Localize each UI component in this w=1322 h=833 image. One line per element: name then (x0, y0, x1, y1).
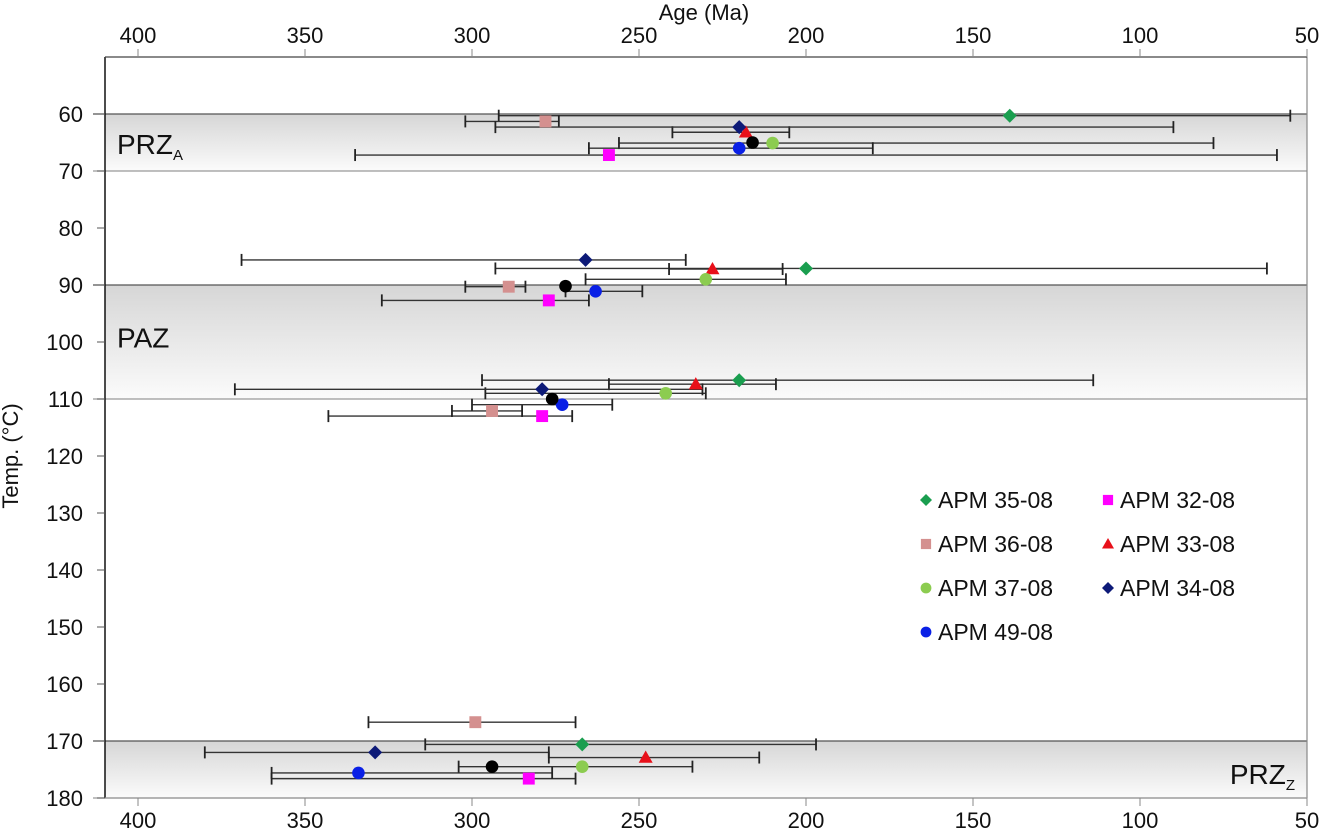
data-point (705, 262, 720, 275)
y-tick-label: 90 (59, 273, 83, 298)
x-tick-label-bottom: 150 (955, 808, 992, 833)
x-tick-label-bottom: 100 (1122, 808, 1159, 833)
data-point (575, 760, 589, 773)
data-point (575, 737, 590, 752)
x-tick-label-top: 50 (1295, 23, 1319, 48)
x-tick-label-top: 250 (621, 23, 658, 48)
zone-label-subscript: A (173, 147, 183, 164)
data-point (485, 760, 499, 773)
error-bars-layer (203, 109, 1292, 785)
x-tick-label-bottom: 200 (788, 808, 825, 833)
y-tick-label: 100 (46, 330, 83, 355)
data-point (502, 280, 515, 293)
data-point (469, 716, 482, 729)
data-point (589, 284, 602, 298)
y-tick-label: 150 (46, 615, 83, 640)
data-points-layer (352, 108, 1017, 785)
legend-marker (920, 626, 932, 638)
data-point (352, 766, 365, 780)
data-point (536, 410, 549, 423)
y-axis-title: Temp. (°C) (0, 403, 23, 508)
x-tick-label-top: 400 (120, 23, 157, 48)
data-point (535, 382, 550, 397)
data-point (732, 373, 747, 388)
data-point (659, 387, 673, 400)
x-tick-label-bottom: 300 (454, 808, 491, 833)
y-tick-label: 60 (59, 102, 83, 127)
y-tick-label: 160 (46, 672, 83, 697)
zone-band (105, 285, 1307, 399)
legend-marker (1102, 582, 1114, 594)
data-point (1002, 108, 1017, 123)
data-point (555, 398, 569, 412)
y-tick-label: 110 (48, 387, 83, 412)
data-point (578, 252, 593, 267)
legend-marker (1102, 494, 1114, 506)
data-point (738, 125, 753, 138)
x-tick-label-top: 300 (454, 23, 491, 48)
legend-marker (1102, 538, 1114, 549)
y-tick-label: 180 (46, 786, 83, 811)
legend-marker (920, 582, 932, 594)
legend-label: APM 34-08 (1120, 575, 1235, 601)
x-tick-label-bottom: 350 (287, 808, 324, 833)
legend-marker (920, 538, 932, 550)
zone-label-subscript: Z (1286, 777, 1295, 794)
zones-layer: PRZA PAZ PRZZ (93, 113, 1307, 799)
legend: APM 35-08 APM 32-08 APM 36-08 APM 33-08 APM … (920, 487, 1235, 645)
data-point (766, 136, 779, 150)
legend-label: APM 32-08 (1120, 487, 1235, 513)
zone-label: PRZA (117, 129, 183, 164)
x-tick-label-bottom: 50 (1295, 808, 1319, 833)
data-point (602, 149, 615, 161)
data-point (688, 377, 703, 390)
legend-label: APM 35-08 (938, 487, 1053, 513)
x-tick-label-top: 350 (287, 23, 324, 48)
x-tick-label-bottom: 400 (120, 808, 157, 833)
x-tick-label-top: 150 (955, 23, 992, 48)
data-point (746, 136, 759, 149)
data-point (638, 750, 653, 763)
x-tick-label-top: 100 (1122, 23, 1159, 48)
data-point (486, 405, 498, 417)
legend-label: APM 36-08 (938, 531, 1053, 557)
legend-label: APM 33-08 (1120, 531, 1235, 557)
y-tick-label: 130 (46, 501, 83, 526)
axes-layer: 400 400 350 350 300 300 250 250 200 200 150 150 100 1… (46, 23, 1319, 833)
x-tick-label-bottom: 250 (621, 808, 658, 833)
y-tick-label: 70 (59, 159, 83, 184)
x-tick-label-top: 200 (788, 23, 825, 48)
data-point (732, 141, 746, 155)
data-point (559, 279, 572, 293)
data-point (545, 392, 559, 406)
x-axis-title: Age (Ma) (659, 0, 749, 25)
zone-label: PRZZ (1230, 759, 1295, 794)
data-point (799, 261, 813, 276)
zone-band (105, 741, 1307, 798)
data-point (522, 772, 535, 785)
data-point (699, 273, 713, 286)
data-point (368, 745, 383, 760)
y-tick-label: 120 (46, 444, 83, 469)
y-tick-label: 80 (59, 216, 83, 241)
y-tick-label: 140 (46, 558, 83, 583)
legend-marker (920, 494, 932, 506)
data-point (539, 115, 552, 128)
y-tick-label: 170 (46, 729, 83, 754)
data-point (542, 294, 555, 307)
legend-label: APM 37-08 (938, 575, 1053, 601)
legend-label: APM 49-08 (938, 619, 1053, 645)
zone-label: PAZ (117, 323, 169, 354)
data-point (732, 120, 747, 135)
